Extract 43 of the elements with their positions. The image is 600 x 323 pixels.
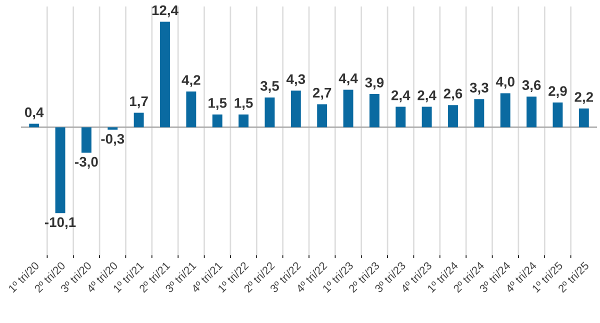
data-label: -10,1 <box>44 217 76 230</box>
bar <box>160 22 170 128</box>
data-label: 3,5 <box>260 81 279 93</box>
bar <box>238 114 249 128</box>
bar <box>81 127 92 153</box>
data-label: 0,4 <box>24 107 44 120</box>
bar <box>369 94 380 128</box>
bar <box>108 127 118 130</box>
data-label: 4,3 <box>286 74 306 86</box>
data-label: 4,0 <box>496 76 514 89</box>
bar <box>396 106 406 128</box>
data-label: 1,7 <box>130 96 148 108</box>
data-label: 3,9 <box>365 78 384 90</box>
data-label: 3,3 <box>470 82 488 95</box>
data-label: 2,9 <box>548 86 567 98</box>
bar <box>134 112 144 128</box>
bar <box>526 96 537 128</box>
bar <box>343 90 354 128</box>
bar <box>552 102 563 128</box>
data-label: 2,4 <box>391 90 410 102</box>
data-label: 2,2 <box>574 92 594 104</box>
data-label: 2,7 <box>312 88 332 100</box>
bar <box>264 97 275 128</box>
data-label: 4,4 <box>338 74 358 86</box>
bar <box>186 91 196 128</box>
bar <box>317 104 328 128</box>
data-label: 4,2 <box>182 75 200 87</box>
data-label: 2,6 <box>444 88 462 101</box>
bar <box>212 114 222 128</box>
bar <box>474 99 484 128</box>
bar <box>578 108 589 128</box>
data-label: 2,4 <box>418 90 436 102</box>
data-label: -0,3 <box>101 134 124 146</box>
bar <box>55 127 66 214</box>
bar <box>290 90 301 128</box>
bar <box>422 106 432 128</box>
data-label: 3,6 <box>522 80 541 92</box>
data-label: 1,5 <box>208 98 227 110</box>
data-label: -3,0 <box>75 156 98 169</box>
data-label: 12,4 <box>152 5 178 18</box>
bar <box>500 93 510 128</box>
data-label: 1,5 <box>234 98 253 110</box>
bar <box>448 105 458 128</box>
